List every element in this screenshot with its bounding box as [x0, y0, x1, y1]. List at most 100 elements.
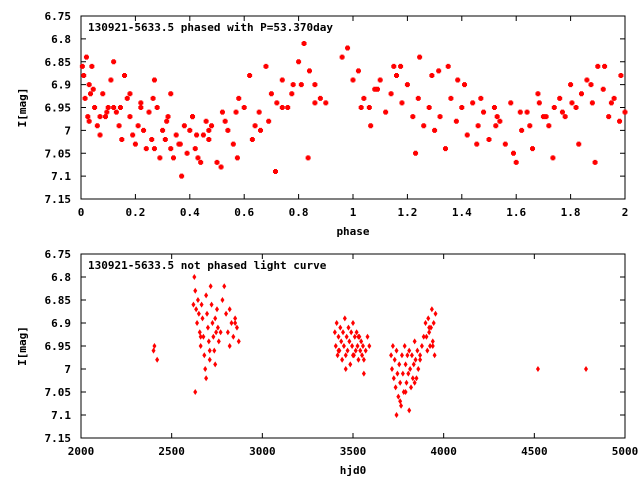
data-point	[430, 343, 435, 349]
data-point	[407, 347, 412, 354]
data-point	[108, 77, 114, 83]
y-tick-label: 6.85	[45, 56, 72, 69]
data-point	[568, 82, 574, 88]
data-point	[428, 343, 433, 349]
data-point	[209, 123, 215, 129]
data-point	[117, 105, 123, 110]
data-point	[341, 329, 346, 336]
data-point	[400, 370, 405, 377]
data-point	[203, 366, 208, 372]
data-point	[198, 343, 203, 349]
data-point	[225, 329, 230, 336]
data-point	[312, 100, 318, 106]
data-point	[405, 352, 410, 359]
data-point	[606, 114, 612, 120]
data-point	[355, 343, 360, 349]
data-point	[229, 320, 234, 326]
y-tick-label: 6.95	[45, 340, 72, 353]
data-point	[206, 137, 212, 143]
y-tick-label: 7.05	[45, 147, 72, 160]
data-point	[266, 118, 272, 124]
data-point	[589, 100, 595, 106]
y-tick-label: 6.85	[45, 294, 72, 307]
data-point	[569, 100, 575, 106]
data-point	[425, 347, 430, 354]
data-point	[543, 114, 549, 120]
data-point	[179, 173, 185, 179]
data-point	[219, 109, 225, 115]
data-point	[113, 109, 119, 115]
data-point	[193, 389, 198, 395]
data-point	[478, 95, 484, 101]
chart-title: 130921-5633.5 not phased light curve	[88, 259, 327, 272]
data-point	[513, 159, 519, 165]
data-point	[258, 127, 264, 133]
data-point	[361, 356, 366, 363]
data-point	[351, 352, 355, 359]
data-point	[143, 146, 149, 152]
data-point	[177, 141, 183, 147]
data-point	[205, 324, 210, 331]
data-point	[427, 324, 432, 331]
data-point	[236, 338, 241, 345]
data-point	[418, 352, 423, 359]
data-point	[141, 127, 147, 133]
data-point	[94, 123, 100, 129]
data-point	[216, 338, 221, 345]
data-point	[600, 86, 606, 92]
data-point	[618, 72, 624, 78]
data-point	[394, 347, 399, 354]
data-point	[459, 105, 465, 110]
data-point	[215, 306, 219, 313]
data-point	[317, 95, 323, 101]
data-point	[361, 95, 367, 101]
data-point	[157, 155, 163, 161]
data-point	[411, 361, 416, 368]
x-tick-label: 4500	[521, 445, 548, 458]
data-point	[279, 77, 285, 83]
data-point	[351, 320, 355, 326]
data-point	[124, 95, 130, 101]
data-point	[361, 370, 366, 377]
data-point	[584, 366, 589, 372]
x-tick-label: 1.8	[561, 206, 581, 219]
data-point	[198, 159, 204, 165]
data-point	[122, 72, 128, 78]
data-point	[256, 109, 262, 115]
data-point	[81, 72, 87, 78]
chart-panel-1: 0 0.2 0.4 0.6 0.8 1 1.2 1.4 1.6 1.8 2 6.75 6.8 6.85 6.…	[16, 10, 628, 238]
data-point	[290, 82, 296, 88]
data-point	[89, 63, 95, 69]
data-point	[285, 105, 291, 110]
data-point	[367, 343, 372, 349]
data-point	[225, 127, 231, 133]
data-point	[195, 155, 201, 161]
data-point	[350, 343, 355, 349]
data-point	[192, 274, 197, 280]
data-point	[517, 109, 523, 115]
data-point	[353, 347, 358, 354]
data-point	[209, 301, 214, 308]
data-point	[268, 91, 274, 97]
data-point	[432, 352, 437, 359]
data-point	[151, 347, 156, 354]
data-point	[622, 109, 628, 115]
data-point	[336, 333, 341, 340]
data-point	[323, 100, 329, 106]
x-tick-label: 0.4	[180, 206, 200, 219]
data-point	[412, 379, 417, 386]
data-point	[399, 352, 404, 359]
data-point	[105, 105, 111, 110]
data-point	[193, 287, 198, 294]
data-point	[334, 320, 339, 326]
data-point	[453, 118, 459, 124]
data-point	[358, 347, 363, 354]
data-point	[119, 137, 125, 143]
data-point	[392, 356, 397, 363]
data-point	[207, 356, 212, 363]
data-point	[573, 105, 579, 110]
data-point	[398, 379, 403, 386]
data-point	[224, 310, 229, 317]
x-tick-label: 1.2	[397, 206, 417, 219]
